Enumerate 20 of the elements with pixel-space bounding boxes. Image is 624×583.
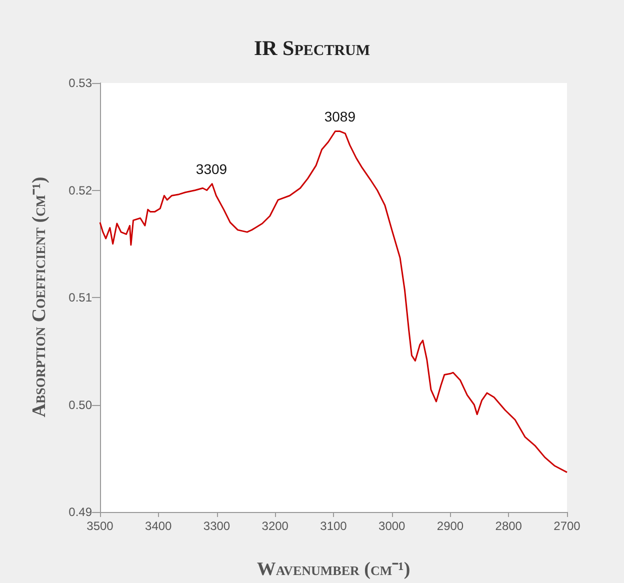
y-tick-label: 0.49 (68, 505, 92, 519)
line-series (99, 130, 568, 474)
x-tick-label: 3200 (262, 519, 289, 533)
x-tick-label: 3400 (145, 519, 172, 533)
y-tick-label: 0.53 (68, 76, 92, 90)
annotation: 3089 (324, 108, 356, 124)
x-axis-title: Wavenumber (cm⁻¹) (256, 558, 412, 581)
y-axis-title: Absorption Coefficient (cm⁻¹) (28, 176, 51, 418)
x-tick-label: 3100 (320, 519, 348, 533)
x-tick-label: 2700 (554, 519, 581, 533)
x-tick-label: 3300 (203, 519, 230, 533)
y-tick-label: 0.50 (68, 398, 92, 412)
x-tick-label: 3500 (86, 519, 114, 533)
x-tick-label: 2800 (495, 519, 522, 533)
y-tick-label: 0.52 (68, 183, 92, 198)
chart-title: IR Spectrum (252, 36, 372, 61)
y-tick-label: 0.51 (68, 290, 92, 304)
x-tick-label: 2900 (436, 519, 464, 533)
x-tick-label: 3000 (378, 519, 406, 533)
annotation: 3309 (196, 160, 228, 177)
